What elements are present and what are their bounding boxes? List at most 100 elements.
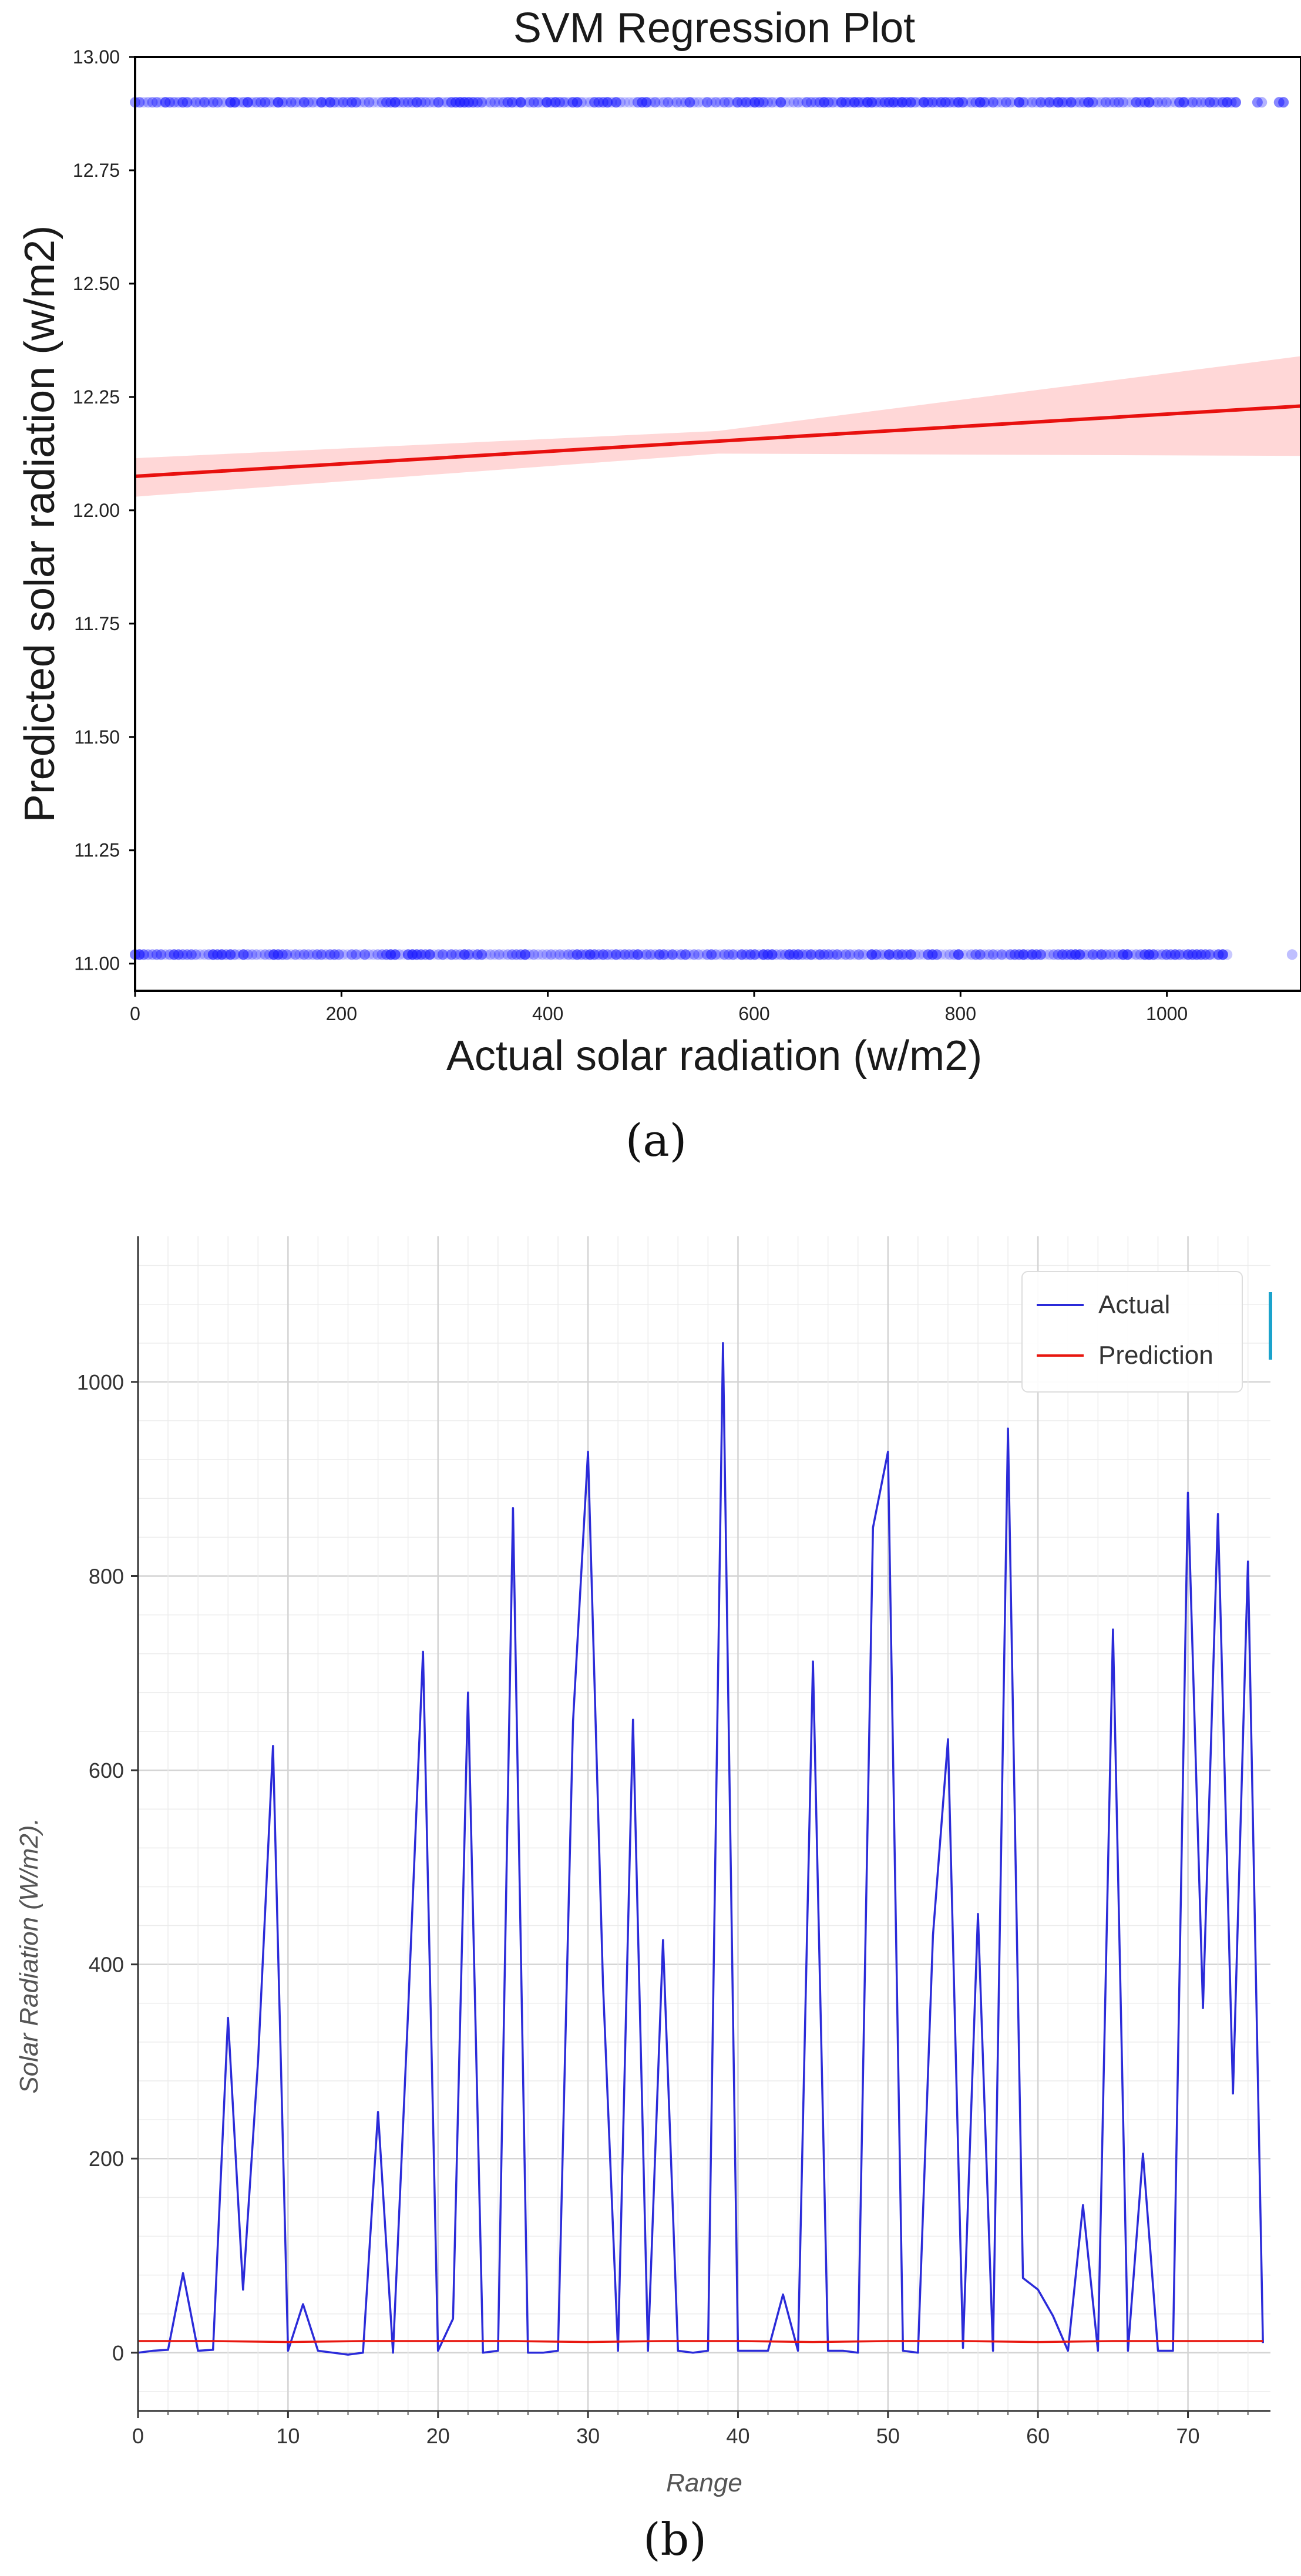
scatter-point	[602, 97, 613, 108]
scatter-point	[797, 949, 808, 960]
scatter-point	[905, 949, 916, 960]
y-tick-label: 11.25	[74, 840, 120, 861]
x-tick-label: 70	[1176, 2424, 1200, 2448]
scatter-point	[273, 97, 284, 108]
scatter-point	[667, 97, 678, 108]
scatter-point	[437, 949, 448, 960]
figure-a: SVM Regression Plot 11.00 11.25 11.50 11.75…	[0, 0, 1301, 1198]
scatter-point	[580, 97, 591, 108]
scatter-point	[697, 949, 708, 960]
scatter-point	[767, 949, 778, 960]
scatter-point	[143, 97, 154, 108]
y-tick-label: 12.75	[73, 160, 120, 181]
scatter-point	[1035, 949, 1046, 960]
scatter-point	[199, 949, 210, 960]
scatter-point	[962, 949, 973, 960]
scatter-point	[506, 97, 517, 108]
scatter-point	[203, 97, 214, 108]
scatter-point	[706, 97, 717, 108]
scatter-point	[927, 97, 938, 108]
x-tick-label: 10	[276, 2424, 300, 2448]
scatter-point	[251, 97, 262, 108]
scatter-point	[156, 949, 167, 960]
scatter-point	[602, 949, 613, 960]
scatter-point	[693, 97, 704, 108]
scatter-point	[216, 97, 227, 108]
scatter-points-group	[130, 97, 1297, 960]
scatter-point	[693, 949, 704, 960]
scatter-point	[957, 97, 969, 108]
scatter-point	[164, 97, 176, 108]
scatter-point	[411, 97, 422, 108]
scatter-point	[520, 949, 531, 960]
scatter-point	[680, 949, 691, 960]
scatter-point	[1096, 949, 1107, 960]
scatter-point	[671, 949, 683, 960]
y-tick-label: 400	[89, 1953, 124, 1977]
scatter-point	[446, 949, 457, 960]
y-tick-label: 13.00	[73, 46, 120, 68]
scatter-point	[134, 97, 145, 108]
scatter-point	[415, 949, 426, 960]
scatter-point	[987, 97, 999, 108]
y-tick-label: 1000	[77, 1370, 124, 1394]
scatter-point	[277, 949, 288, 960]
scatter-point	[1074, 97, 1085, 108]
scatter-point	[801, 97, 812, 108]
y-ticks: 11.00 11.25 11.50 11.75 12.00 12.25 12.50 12.75…	[73, 46, 135, 974]
scatter-point	[572, 949, 583, 960]
scatter-point	[1157, 97, 1168, 108]
scatter-point	[810, 97, 821, 108]
scatter-point	[819, 97, 830, 108]
scatter-point	[216, 949, 227, 960]
scatter-point	[784, 97, 795, 108]
y-tick-label: 12.50	[73, 273, 120, 294]
scatter-point	[706, 949, 717, 960]
scatter-point	[974, 949, 986, 960]
scatter-point	[1100, 97, 1111, 108]
scatter-point	[260, 949, 271, 960]
scatter-point	[1131, 97, 1142, 108]
scatter-point	[485, 97, 496, 108]
scatter-point	[1070, 97, 1081, 108]
scatter-point	[1144, 97, 1155, 108]
scatter-point	[632, 949, 643, 960]
scatter-point	[524, 949, 535, 960]
scatter-point	[307, 949, 318, 960]
scroll-indicator	[1269, 1292, 1272, 1360]
scatter-point	[823, 97, 834, 108]
scatter-point	[1113, 97, 1124, 108]
scatter-point	[1027, 97, 1038, 108]
y-tick-label: 600	[89, 1758, 124, 1783]
y-tick-label: 12.25	[73, 386, 120, 408]
scatter-point	[944, 949, 956, 960]
scatter-point	[415, 97, 426, 108]
scatter-point	[1230, 97, 1241, 108]
scatter-point	[437, 97, 448, 108]
scatter-point	[858, 949, 869, 960]
scatter-point	[281, 949, 293, 960]
scatter-point	[212, 97, 223, 108]
scatter-point	[866, 97, 878, 108]
scatter-point	[1148, 97, 1159, 108]
scatter-point	[953, 949, 964, 960]
scatter-point	[836, 949, 847, 960]
scatter-point	[420, 97, 431, 108]
scatter-point	[307, 97, 318, 108]
scatter-point	[498, 949, 509, 960]
scatter-point	[749, 949, 761, 960]
scatter-point	[554, 949, 566, 960]
scatter-point	[359, 97, 371, 108]
scatter-point	[1222, 97, 1233, 108]
scatter-point	[624, 949, 635, 960]
scatter-point	[368, 949, 379, 960]
scatter-point	[394, 949, 405, 960]
scatter-point	[502, 949, 513, 960]
scatter-point	[658, 949, 670, 960]
y-axis-label: Predicted solar radiation (w/m2)	[16, 226, 63, 822]
scatter-point	[493, 97, 505, 108]
scatter-point	[979, 97, 990, 108]
scatter-point	[251, 949, 262, 960]
scatter-point	[186, 949, 197, 960]
scatter-point	[533, 949, 544, 960]
